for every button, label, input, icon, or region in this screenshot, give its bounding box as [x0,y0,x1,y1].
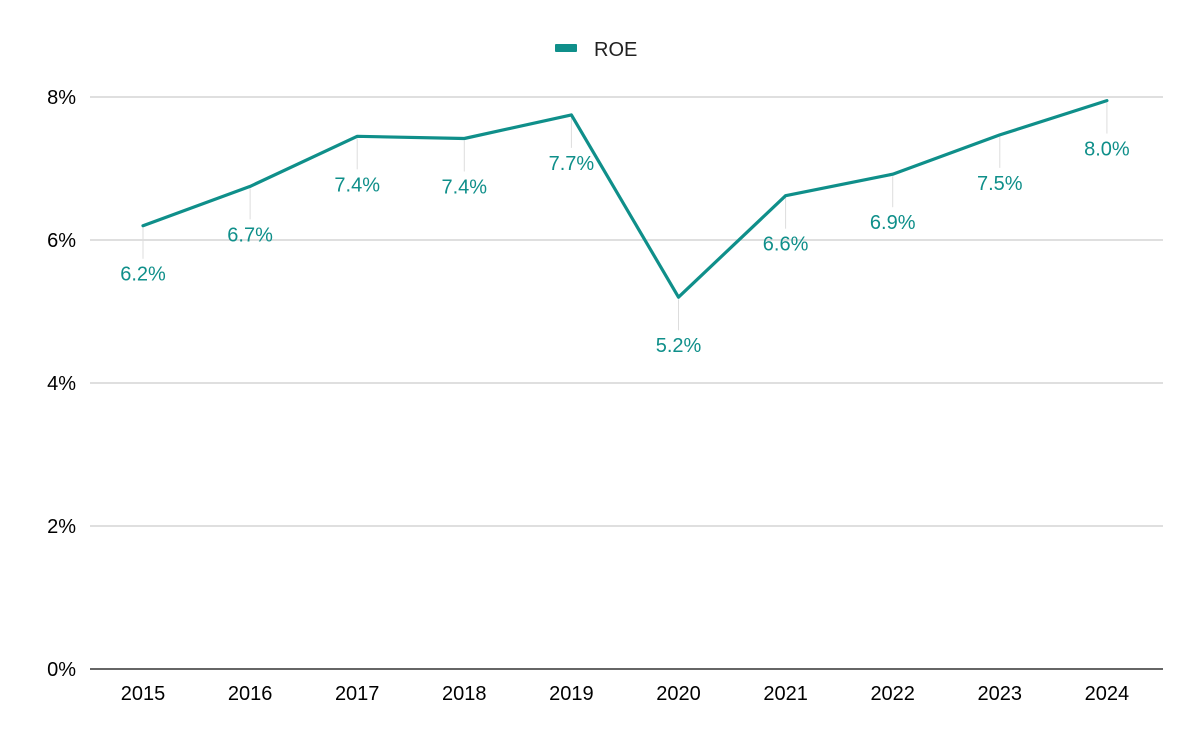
y-tick-label: 8% [47,87,76,109]
legend-label-roe: ROE [594,39,637,61]
x-tick-label: 2022 [870,683,915,705]
data-label: 6.6% [763,234,809,256]
x-tick-label: 2016 [228,683,273,705]
data-label: 7.4% [442,176,488,198]
data-label: 6.7% [227,224,273,246]
x-tick-label: 2015 [121,683,166,705]
data-label: 8.0% [1084,139,1130,161]
data-label: 6.2% [120,264,166,286]
y-tick-label: 2% [47,516,76,538]
label-leader-lines [142,102,1108,331]
data-label: 6.9% [870,212,916,234]
data-label: 5.2% [656,335,702,357]
y-tick-label: 0% [47,659,76,681]
data-label: 7.5% [977,173,1023,195]
data-label: 7.4% [334,174,380,196]
series-lines [141,98,1109,299]
x-tick-label: 2023 [978,683,1023,705]
x-tick-label: 2019 [549,683,594,705]
y-tick-label: 6% [47,230,76,252]
data-label: 7.7% [549,153,595,175]
x-tick-label: 2021 [763,683,808,705]
x-tick-label: 2024 [1085,683,1130,705]
gridlines [90,96,1163,527]
legend-swatch-roe [555,44,577,52]
data-labels: 6.2% 6.7% 7.4% 7.4% 7.7% 5.2% 6.6% 6.9% 7.5% 8.0% [120,139,1130,358]
y-tick-label: 4% [47,373,76,395]
x-tick-label: 2020 [656,683,701,705]
series-line-roe [141,98,1109,299]
x-tick-label: 2018 [442,683,487,705]
x-tick-label: 2017 [335,683,380,705]
legend: ROE [555,39,637,61]
axes: 0% 2% 4% 6% 8% 2015 2016 2017 2018 2019 2020 2021 20… [47,87,1163,705]
